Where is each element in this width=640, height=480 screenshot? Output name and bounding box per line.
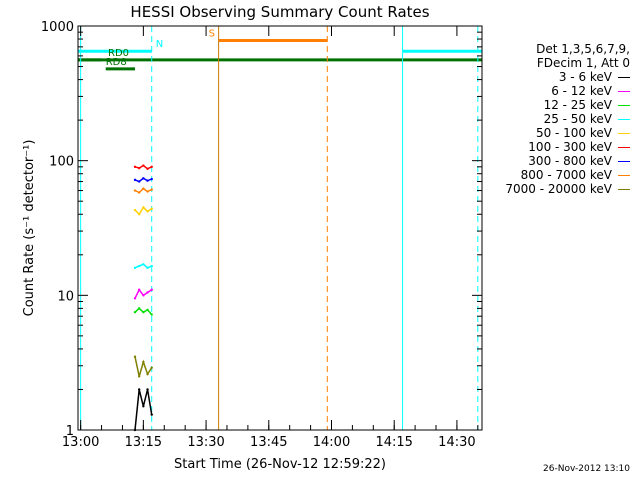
data-point (146, 266, 149, 270)
data-point (142, 177, 145, 180)
data-point (150, 207, 153, 210)
legend-swatch (618, 132, 630, 134)
y-tick-label: 100 (49, 155, 74, 170)
legend-entry: 12 - 25 keV (460, 98, 630, 112)
data-point (146, 372, 149, 376)
data-point (146, 388, 149, 391)
legend-entry: 100 - 300 keV (460, 140, 630, 154)
legend-label: 12 - 25 keV (543, 98, 612, 112)
data-point (133, 266, 137, 270)
legend-swatch (618, 118, 630, 120)
legend-label: 100 - 300 keV (528, 140, 612, 154)
flag-bar-label: RD8 (106, 57, 127, 68)
legend-swatch (618, 174, 630, 176)
footer-timestamp: 26-Nov-2012 13:10 (543, 464, 630, 474)
x-tick-label: 14:15 (375, 435, 412, 450)
data-point (146, 210, 149, 213)
x-tick-label: 14:30 (438, 435, 475, 450)
data-point (133, 208, 137, 212)
data-point (133, 355, 137, 358)
data-point (133, 310, 137, 314)
legend-header-line-1: Det 1,3,5,6,7,9, (536, 42, 630, 56)
legend-entry: 800 - 7000 keV (460, 168, 630, 182)
data-point (150, 188, 153, 191)
data-point (150, 313, 153, 316)
data-point (150, 177, 153, 181)
plot-frame (77, 25, 483, 431)
data-point (146, 167, 149, 171)
legend-label: 50 - 100 keV (535, 126, 612, 140)
data-point (137, 180, 141, 183)
legend-swatch (618, 104, 630, 106)
data-point (133, 165, 137, 169)
data-point (146, 190, 149, 193)
data-point (142, 310, 145, 314)
y-tick-label: 10 (57, 289, 74, 304)
x-axis-label: Start Time (26-Nov-12 12:59:22) (174, 457, 386, 472)
data-point (142, 164, 145, 167)
data-point (150, 288, 153, 291)
data-point (142, 405, 145, 408)
data-point (137, 307, 141, 310)
flag-bar-label: N (156, 39, 163, 50)
legend-label: 6 - 12 keV (551, 84, 612, 98)
legend-label: 7000 - 20000 keV (505, 182, 612, 196)
legend-swatch (618, 160, 630, 162)
data-point (137, 264, 141, 268)
data-point (137, 166, 141, 170)
flag-bar-label: RD0 (108, 48, 129, 59)
series-line (134, 288, 153, 299)
data-point (146, 179, 149, 182)
data-point (133, 297, 137, 300)
y-tick-label: 1 (66, 424, 74, 439)
data-point (146, 291, 149, 294)
data-point (137, 288, 141, 291)
data-point (137, 213, 141, 216)
data-point (133, 178, 137, 182)
y-axis-label: Count Rate (s⁻¹ detector⁻¹) (22, 140, 37, 317)
legend-swatch (618, 146, 630, 148)
data-point (142, 263, 145, 266)
legend-label: 3 - 6 keV (558, 70, 612, 84)
data-point (150, 366, 153, 369)
data-point (146, 308, 149, 312)
x-tick-label: 13:00 (62, 435, 99, 450)
legend-label: 300 - 800 keV (528, 154, 612, 168)
legend-entry: 7000 - 20000 keV (460, 182, 630, 196)
legend-entry: 3 - 6 keV (460, 70, 630, 84)
data-point (142, 187, 145, 190)
legend-label: 25 - 50 keV (543, 112, 612, 126)
legend-header-line-2: FDecim 1, Att 0 (536, 56, 630, 70)
chart-title: HESSI Observing Summary Count Rates (130, 3, 429, 21)
flag-bar-label: S (209, 29, 215, 40)
legend-entry: 6 - 12 keV (460, 84, 630, 98)
data-point (150, 413, 153, 416)
legend-swatch (618, 188, 630, 190)
series-line (134, 356, 153, 377)
legend: Det 1,3,5,6,7,9, FDecim 1, Att 0 3 - 6 k… (460, 42, 630, 196)
data-point (142, 360, 145, 364)
data-point (142, 294, 145, 297)
data-point (137, 375, 141, 378)
data-point (150, 165, 153, 169)
legend-label: 800 - 7000 keV (520, 168, 612, 182)
data-point (142, 206, 145, 209)
data-point (133, 189, 137, 192)
data-point (150, 264, 153, 268)
y-tick-label: 1000 (41, 20, 74, 35)
data-point (137, 191, 141, 194)
legend-swatch (618, 90, 630, 92)
data-point (137, 388, 141, 391)
legend-entry: 25 - 50 keV (460, 112, 630, 126)
x-tick-label: 13:45 (250, 435, 287, 450)
legend-entry: 50 - 100 keV (460, 126, 630, 140)
legend-swatch (618, 76, 630, 78)
x-tick-label: 13:15 (125, 435, 162, 450)
legend-entry: 300 - 800 keV (460, 154, 630, 168)
x-tick-label: 13:30 (187, 435, 224, 450)
x-tick-label: 14:00 (313, 435, 350, 450)
